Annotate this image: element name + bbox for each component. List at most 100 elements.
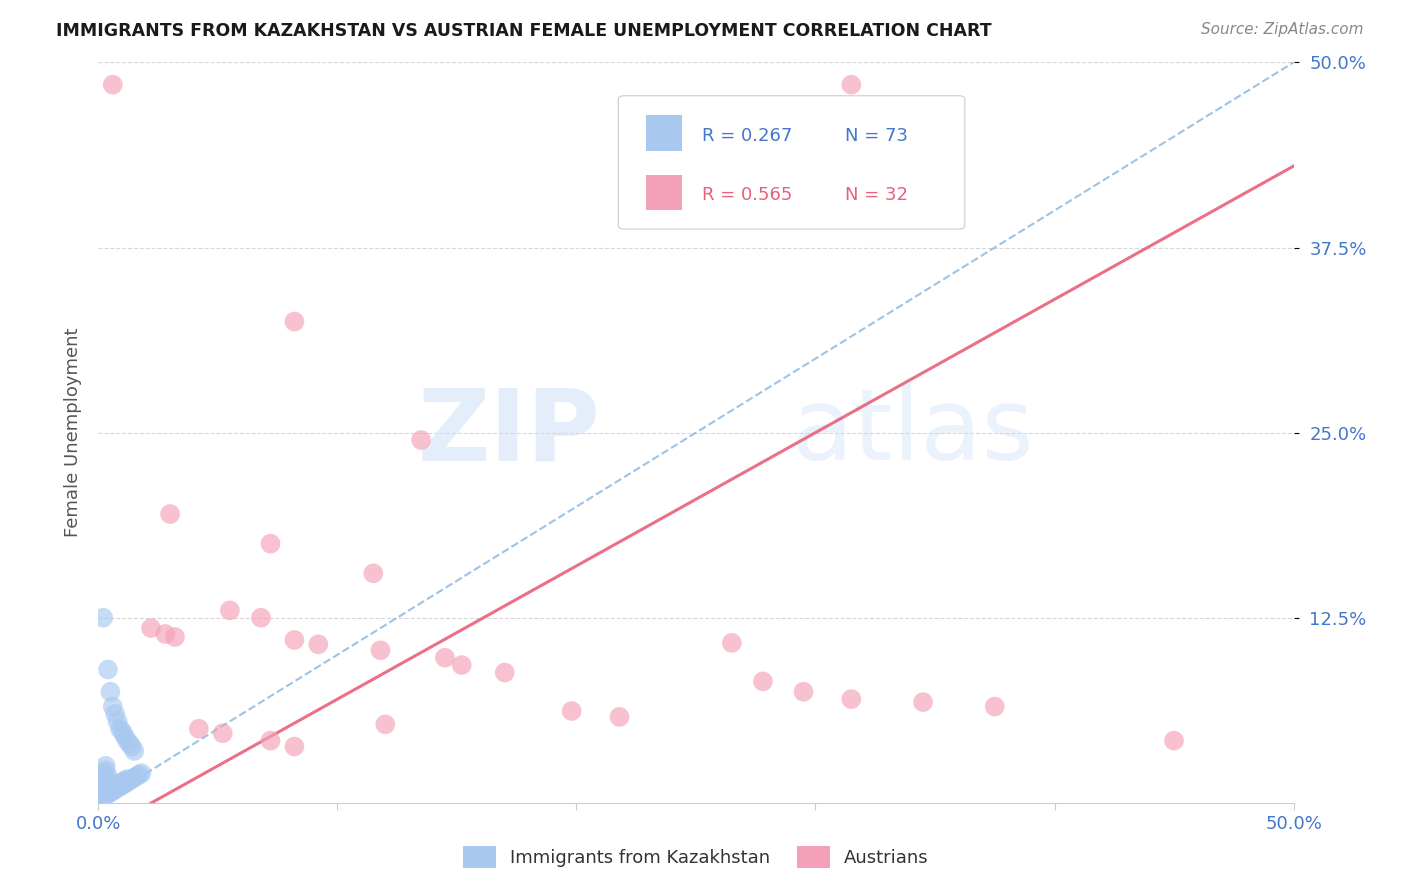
Point (104, 706, 127, 721)
Point (90, 785, 112, 799)
Point (911, 695, 934, 709)
Point (94, 780, 117, 794)
Text: Source: ZipAtlas.com: Source: ZipAtlas.com (1201, 22, 1364, 37)
Point (307, 637, 329, 651)
Point (374, 717, 396, 731)
Point (97, 780, 120, 795)
Point (90, 789, 112, 804)
Point (283, 632, 305, 647)
Point (98, 785, 122, 799)
Point (841, 78, 863, 92)
Point (90, 778, 112, 792)
Point (187, 722, 209, 736)
Legend: Immigrants from Kazakhstan, Austrians: Immigrants from Kazakhstan, Austrians (456, 838, 936, 875)
Point (111, 778, 134, 792)
Point (90, 784, 112, 798)
Point (250, 610, 273, 624)
Point (363, 566, 385, 581)
Point (259, 536, 281, 550)
Point (97, 784, 120, 798)
Point (259, 733, 281, 747)
Point (104, 782, 127, 797)
Point (984, 699, 1007, 714)
Point (118, 773, 141, 788)
Text: R = 0.267: R = 0.267 (702, 127, 793, 145)
Point (1163, 733, 1185, 747)
Point (111, 724, 134, 739)
Point (104, 780, 127, 794)
Point (283, 314, 305, 328)
Point (128, 767, 150, 781)
Text: R = 0.565: R = 0.565 (702, 186, 793, 204)
FancyBboxPatch shape (645, 115, 682, 151)
Point (90, 780, 112, 795)
Point (101, 784, 124, 798)
Point (121, 739, 143, 754)
Point (108, 780, 131, 794)
Point (115, 733, 138, 747)
Point (131, 766, 153, 780)
Point (561, 704, 583, 718)
Point (118, 737, 141, 751)
Point (159, 507, 181, 521)
Point (609, 710, 631, 724)
Point (94, 784, 117, 798)
Point (97, 769, 120, 783)
Point (139, 621, 162, 635)
Point (98, 685, 122, 699)
Point (91, 784, 114, 798)
Point (91, 789, 114, 803)
Point (91, 766, 114, 780)
Point (101, 78, 124, 92)
Point (91, 782, 114, 797)
Point (793, 685, 815, 699)
Point (111, 775, 134, 789)
Text: ZIP: ZIP (418, 384, 600, 481)
Point (101, 778, 124, 792)
Point (721, 636, 744, 650)
Point (94, 782, 117, 797)
Point (434, 650, 457, 665)
Point (98, 782, 122, 797)
Point (91, 787, 114, 801)
Point (114, 773, 136, 788)
Point (411, 433, 433, 447)
Point (101, 780, 124, 795)
Point (97, 778, 120, 792)
Text: IMMIGRANTS FROM KAZAKHSTAN VS AUSTRIAN FEMALE UNEMPLOYMENT CORRELATION CHART: IMMIGRANTS FROM KAZAKHSTAN VS AUSTRIAN F… (56, 22, 991, 40)
FancyBboxPatch shape (619, 95, 965, 229)
Point (90, 789, 112, 803)
Point (155, 627, 177, 641)
Point (370, 643, 392, 657)
Text: N = 32: N = 32 (845, 186, 908, 204)
Point (94, 776, 117, 790)
Point (91, 780, 114, 794)
Point (98, 780, 122, 794)
Point (125, 769, 148, 783)
Point (91, 776, 114, 790)
Point (107, 778, 129, 792)
Point (90, 780, 112, 794)
Point (91, 780, 114, 795)
Text: N = 73: N = 73 (845, 127, 908, 145)
Point (94, 789, 117, 803)
Point (90, 782, 112, 797)
Point (494, 665, 516, 680)
Point (94, 763, 117, 777)
Point (841, 692, 863, 706)
Point (450, 658, 472, 673)
Point (107, 780, 129, 795)
Point (163, 630, 186, 644)
Point (90, 791, 112, 805)
Point (114, 776, 136, 790)
Point (211, 726, 233, 740)
Point (97, 663, 120, 677)
Point (115, 775, 138, 789)
Point (124, 771, 146, 785)
Point (94, 758, 117, 772)
Point (108, 776, 131, 790)
Point (114, 729, 136, 743)
Point (90, 776, 112, 790)
Point (219, 603, 242, 617)
Point (107, 714, 129, 729)
